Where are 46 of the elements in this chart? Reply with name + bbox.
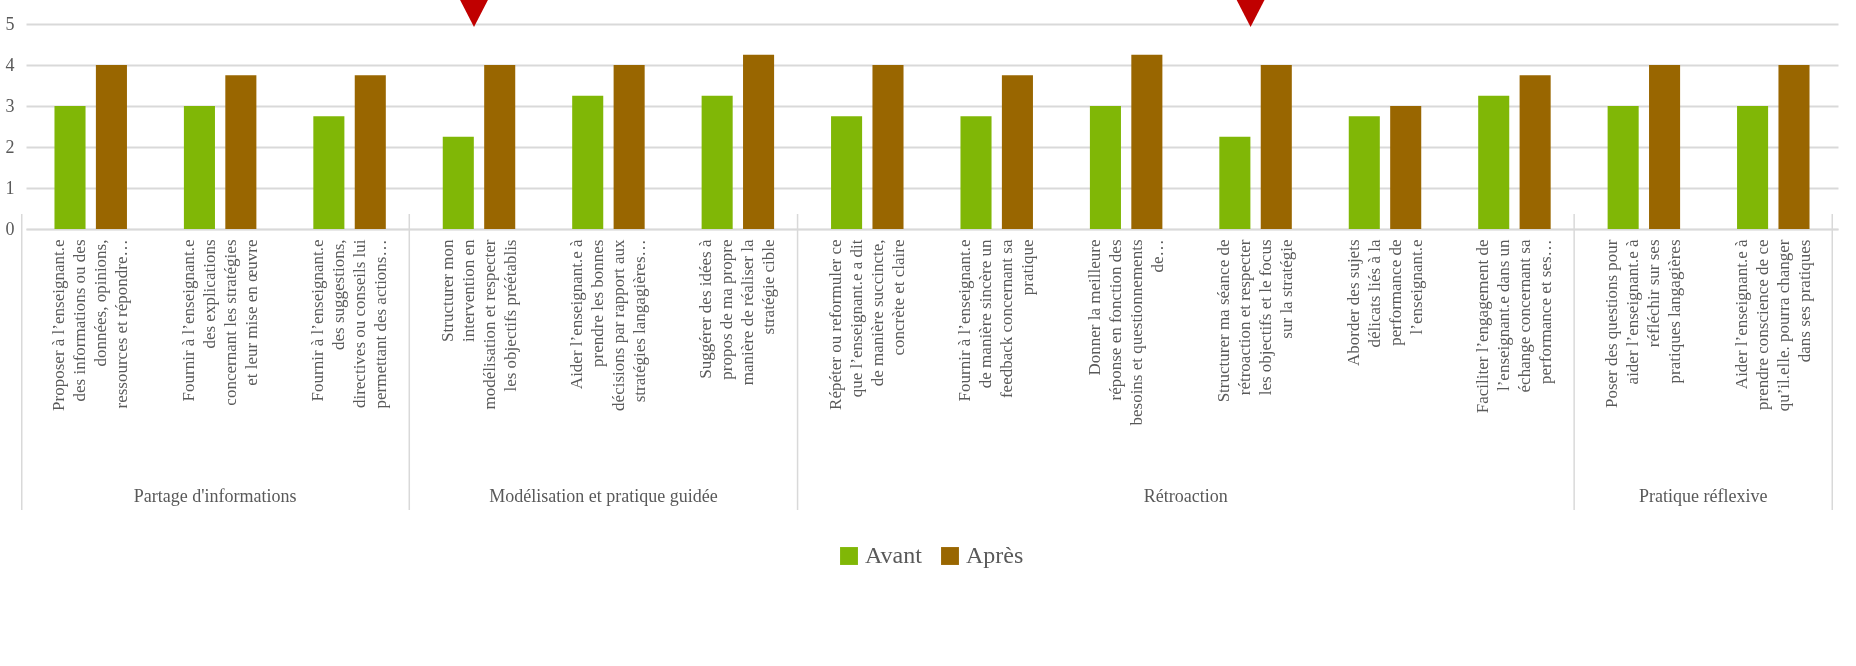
y-tick-label: 3 <box>5 95 15 116</box>
bar <box>1737 106 1769 229</box>
bar <box>484 65 516 229</box>
x-tick-label: Aider l’enseignant.e à prendre les bonnes décisions par rapport aux stratégies langagières… <box>566 239 649 411</box>
y-tick-label: 2 <box>5 136 15 157</box>
legend-label: Avant <box>865 542 923 568</box>
y-tick-label: 0 <box>5 218 15 239</box>
bar <box>743 54 775 229</box>
bar <box>1348 116 1380 229</box>
bar <box>1519 75 1551 229</box>
bar <box>831 116 863 229</box>
x-tick-label: Proposer à l’enseignant.e des informations ou des données, opinions, ressources et répondre… <box>49 239 132 411</box>
y-tick-label: 1 <box>5 177 15 198</box>
bar <box>1778 65 1810 229</box>
bar <box>183 106 215 229</box>
bar <box>1260 65 1292 229</box>
bar <box>572 95 604 229</box>
bar <box>960 116 992 229</box>
x-tick-label: Donner la meilleure réponse en fonction des besoins et questionnements de… <box>1084 239 1167 426</box>
bar <box>872 65 904 229</box>
bar <box>1478 95 1510 229</box>
y-tick-label: 4 <box>5 54 15 75</box>
bar <box>54 106 86 229</box>
text: Rétroaction <box>1143 486 1228 506</box>
bar <box>354 75 386 229</box>
text: Modélisation et pratique guidée <box>489 486 718 506</box>
bar <box>1649 65 1681 229</box>
bar <box>1089 106 1121 229</box>
x-tick-label: Faciliter l’engagement de l’enseignant.e dans un échange concernant sa performance et ses… <box>1472 239 1555 414</box>
bar <box>1001 75 1033 229</box>
bar <box>613 65 645 229</box>
text: Pratique réflexive <box>1638 486 1768 506</box>
bar <box>442 136 474 229</box>
legend-label: Après <box>966 542 1024 568</box>
bar <box>1390 106 1422 229</box>
x-tick-label: Fournir à l’enseignant.e des suggestions, directives ou conseils lui permettant des actions… <box>308 239 391 409</box>
bar <box>1131 54 1163 229</box>
bar <box>1219 136 1251 229</box>
bar <box>225 75 257 229</box>
bar <box>95 65 127 229</box>
y-tick-label: 5 <box>5 13 15 34</box>
text: Partage d'informations <box>133 486 297 506</box>
x-tick-label: Fournir à l’enseignant.e de manière sincère un feedback concernant sa pratique <box>955 239 1038 402</box>
bar <box>701 95 733 229</box>
bar <box>1607 106 1639 229</box>
bar <box>313 116 345 229</box>
